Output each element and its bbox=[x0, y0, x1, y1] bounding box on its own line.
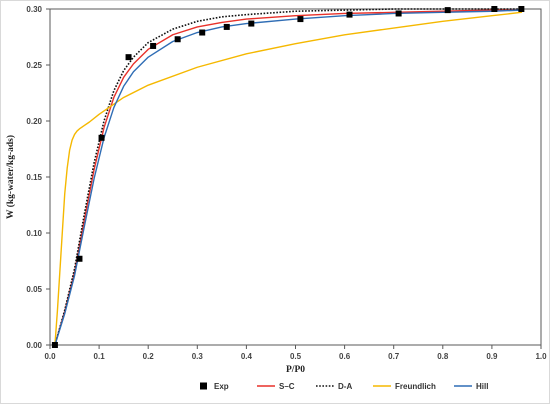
y-axis-title: W (kg-water/kg-ads) bbox=[5, 135, 16, 219]
x-tick-label: 1.0 bbox=[535, 352, 547, 361]
x-tick-label: 0.0 bbox=[44, 352, 56, 361]
x-tick-label: 0.7 bbox=[388, 352, 400, 361]
y-tick-label: 0.30 bbox=[26, 5, 42, 14]
y-tick-label: 0.20 bbox=[26, 117, 42, 126]
legend-item-d-a: D-A bbox=[316, 382, 352, 391]
x-tick-label: 0.1 bbox=[94, 352, 106, 361]
legend-label: Hill bbox=[476, 382, 488, 391]
x-tick-label: 0.9 bbox=[486, 352, 498, 361]
y-axis-ticks: 0.00 0.05 0.10 0.15 0.20 0.25 0.30 bbox=[26, 5, 50, 350]
x-axis-ticks: 0.0 0.1 0.2 0.3 0.4 0.5 0.6 0.7 0.8 0.9 1.0 bbox=[44, 345, 547, 361]
legend-label: Exp bbox=[214, 382, 229, 391]
data-point-exp bbox=[98, 134, 105, 141]
data-point-exp bbox=[444, 7, 451, 14]
x-tick-label: 0.3 bbox=[192, 352, 204, 361]
data-point-exp bbox=[248, 20, 255, 27]
data-point-exp bbox=[76, 255, 83, 262]
data-point-exp bbox=[518, 6, 525, 12]
data-point-exp bbox=[51, 342, 58, 348]
y-tick-label: 0.00 bbox=[26, 341, 42, 350]
legend-item-exp: Exp bbox=[200, 382, 229, 391]
data-point-exp bbox=[199, 29, 206, 36]
legend-item-s-c: S–C bbox=[257, 382, 295, 391]
data-point-exp bbox=[223, 23, 230, 30]
data-point-exp bbox=[174, 36, 181, 43]
x-tick-label: 0.5 bbox=[290, 352, 302, 361]
x-tick-label: 0.8 bbox=[437, 352, 449, 361]
data-point-exp bbox=[491, 6, 498, 12]
y-tick-label: 0.10 bbox=[26, 229, 42, 238]
x-tick-label: 0.2 bbox=[143, 352, 155, 361]
x-axis-title: P/P0 bbox=[286, 365, 305, 375]
series-line-s-c bbox=[54, 9, 523, 346]
series-line-hill bbox=[54, 9, 523, 346]
x-tick-label: 0.4 bbox=[241, 352, 253, 361]
y-tick-label: 0.05 bbox=[26, 285, 42, 294]
series-line-freundlich bbox=[54, 11, 523, 346]
legend-marker bbox=[200, 382, 207, 390]
y-tick-label: 0.25 bbox=[26, 61, 42, 70]
data-point-exp bbox=[395, 10, 402, 17]
legend-item-hill: Hill bbox=[454, 382, 488, 391]
legend-label: S–C bbox=[279, 382, 295, 391]
legend-item-freundlich: Freundlich bbox=[373, 382, 436, 391]
legend-label: Freundlich bbox=[395, 382, 436, 391]
x-tick-label: 0.6 bbox=[339, 352, 351, 361]
data-point-exp bbox=[150, 42, 157, 49]
series-line-d-a bbox=[54, 8, 522, 346]
data-point-exp bbox=[297, 16, 304, 23]
y-tick-label: 0.15 bbox=[26, 173, 42, 182]
legend: Exp S–C D-A Freundlich Hill bbox=[200, 382, 488, 391]
data-point-exp bbox=[125, 54, 132, 61]
data-point-exp bbox=[346, 11, 353, 18]
legend-label: D-A bbox=[338, 382, 352, 391]
